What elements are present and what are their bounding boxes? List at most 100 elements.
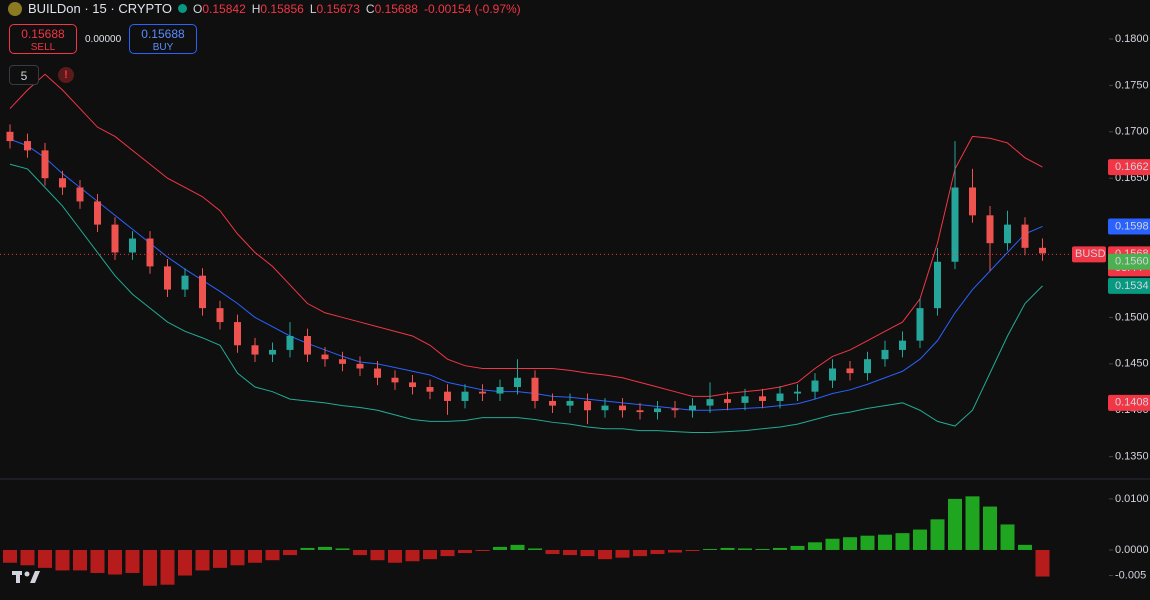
candle-body	[531, 377, 539, 401]
indicator-count: 5	[20, 69, 28, 83]
status-dot	[178, 4, 188, 13]
histogram-bar	[405, 549, 420, 562]
candle-body	[689, 405, 696, 411]
histogram-bar	[20, 549, 35, 566]
histogram-bar	[335, 548, 350, 550]
candle-body	[829, 368, 836, 381]
histogram-bar	[738, 548, 752, 550]
histogram-bar	[38, 549, 52, 568]
histogram-bar	[73, 549, 87, 571]
candle-body	[899, 340, 906, 350]
candle-body	[304, 335, 311, 355]
header: BUILDon · 15 · CRYPTO O0.15842 H0.15856 …	[8, 1, 521, 16]
alert-icon[interactable]: !	[58, 67, 74, 83]
candle-body	[619, 405, 626, 411]
candle-body	[111, 224, 119, 253]
y-tick-label: 0.1700	[1115, 126, 1149, 138]
histogram-bar	[3, 549, 17, 563]
histogram-bar	[860, 535, 875, 550]
change: -0.00154 (-0.97%)	[423, 1, 521, 16]
candle-body	[164, 266, 171, 290]
band-line	[9, 73, 1043, 397]
candle-body	[216, 308, 224, 323]
histogram-bar	[598, 549, 612, 560]
candle-body	[566, 400, 574, 406]
candle-body	[916, 308, 924, 341]
tv-logo	[12, 571, 40, 583]
candle-body	[549, 400, 556, 406]
candle-body	[881, 349, 889, 360]
candle-body	[636, 410, 644, 413]
buy-price: 0.15688	[141, 27, 185, 41]
candle-body	[724, 399, 731, 403]
symbol[interactable]: BUILDon · 15 · CRYPTO	[28, 1, 173, 16]
close: 0.15688	[374, 1, 418, 16]
histogram-bar	[195, 549, 210, 571]
candle-body	[199, 275, 206, 309]
candle-body	[444, 391, 451, 401]
histogram-bar	[913, 529, 927, 550]
l-label: L	[309, 1, 317, 16]
sell-price: 0.15688	[21, 27, 65, 41]
buy-button[interactable]: 0.15688 BUY	[129, 24, 197, 54]
histogram-bar	[318, 546, 332, 550]
histogram-bar	[388, 549, 402, 563]
candle-body	[706, 399, 714, 406]
candle-body	[479, 391, 486, 394]
histogram-bar	[353, 549, 367, 556]
open: 0.15842	[202, 1, 246, 16]
candle-body	[759, 396, 766, 401]
candle-body	[969, 187, 976, 216]
candle-body	[269, 349, 276, 355]
sell-button[interactable]: 0.15688 SELL	[9, 24, 77, 54]
histogram-bar	[370, 549, 385, 561]
histogram-bar	[160, 549, 175, 585]
histogram-bar	[720, 547, 735, 550]
y2-tick-label: 0.0000	[1115, 544, 1149, 556]
histogram-bar	[440, 549, 455, 557]
candle-body	[1004, 224, 1011, 244]
candle-body	[514, 377, 521, 388]
candle-body	[461, 391, 469, 401]
histogram-bar	[773, 547, 787, 550]
candle-body	[391, 377, 399, 383]
indicator-toggle[interactable]: 5	[9, 65, 39, 85]
candle-body	[24, 141, 31, 151]
price-badge-text: 0.1662	[1115, 161, 1149, 173]
histogram-bar	[703, 548, 717, 550]
candle-body	[426, 387, 434, 392]
c-label: C	[365, 1, 375, 16]
histogram-bar	[668, 549, 682, 553]
buy-label: BUY	[152, 42, 174, 53]
price-badge	[1108, 253, 1150, 270]
candle-body	[129, 238, 136, 253]
candle-body	[986, 215, 994, 244]
histogram-bar	[178, 549, 192, 576]
candle-body	[776, 393, 784, 401]
sell-label: SELL	[30, 42, 56, 53]
candle-body	[76, 187, 84, 202]
histogram-bar	[510, 544, 525, 550]
histogram-bar	[878, 534, 892, 550]
histogram-bar	[685, 549, 700, 552]
candle-body	[601, 405, 609, 411]
candle-body	[584, 400, 591, 411]
band-line	[9, 163, 1043, 434]
histogram-bar	[948, 498, 962, 550]
histogram-bar	[808, 542, 822, 550]
candle-body	[794, 391, 801, 394]
histogram-bar	[125, 549, 140, 573]
histogram-bar	[843, 537, 857, 550]
low: 0.15673	[316, 1, 360, 16]
candle-body	[951, 187, 959, 262]
histogram-bar	[55, 549, 70, 571]
histogram-bar	[790, 545, 805, 550]
symbol-icon	[8, 1, 22, 16]
y-tick-label: 0.1350	[1115, 451, 1149, 463]
price-badge-text: 0.1598	[1115, 220, 1149, 232]
price-badge-text: 0.1408	[1115, 397, 1149, 409]
candle-body	[409, 382, 416, 388]
candle-body	[251, 345, 259, 355]
histogram-bar	[265, 549, 280, 561]
